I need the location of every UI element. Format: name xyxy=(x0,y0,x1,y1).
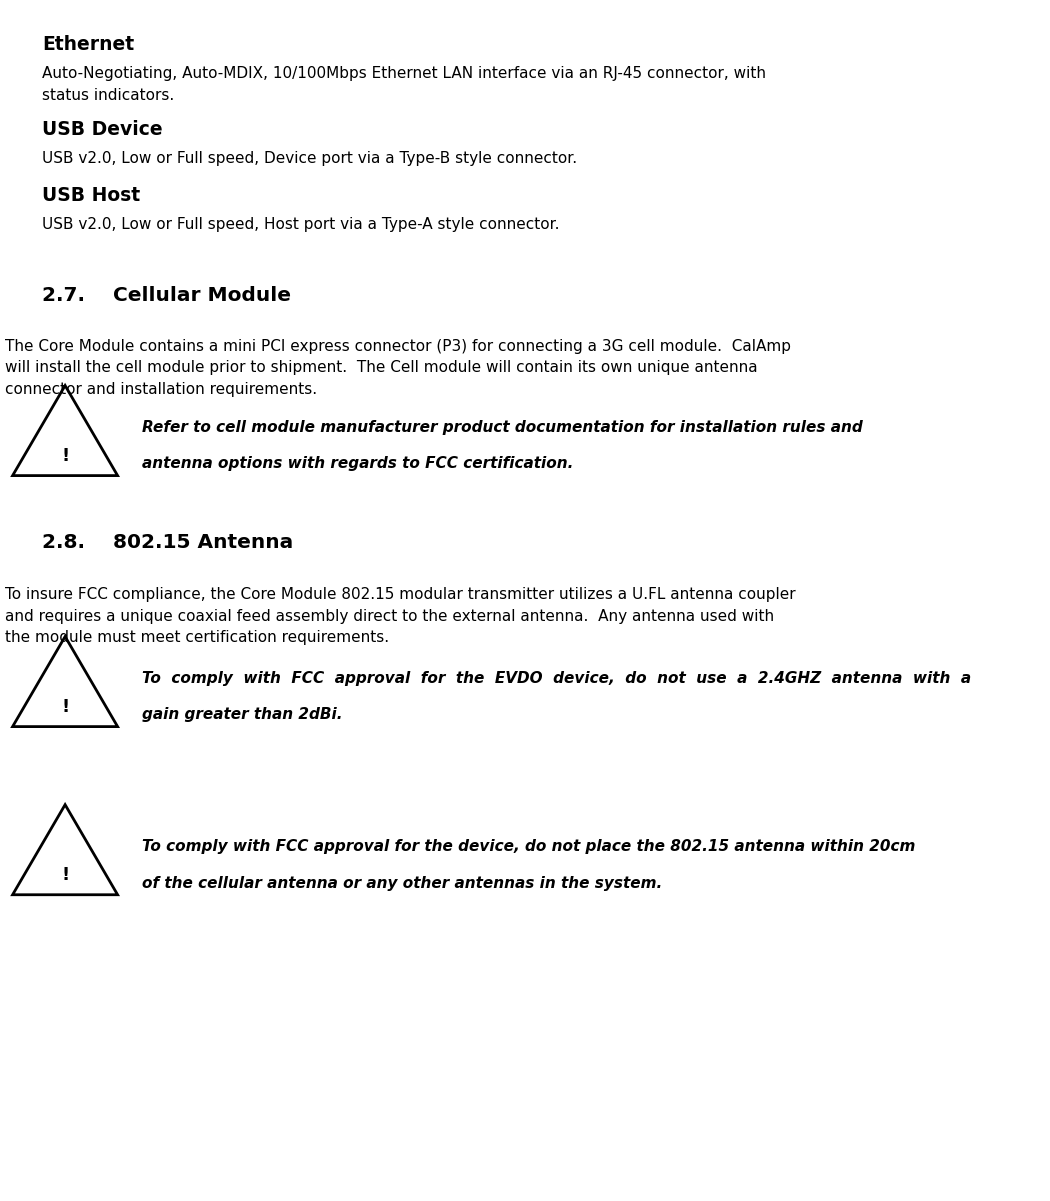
Text: To comply with FCC approval for the device, do not place the 802.15 antenna with: To comply with FCC approval for the devi… xyxy=(142,839,916,854)
Text: To insure FCC compliance, the Core Module 802.15 modular transmitter utilizes a : To insure FCC compliance, the Core Modul… xyxy=(5,587,796,645)
Text: To  comply  with  FCC  approval  for  the  EVDO  device,  do  not  use  a  2.4GH: To comply with FCC approval for the EVDO… xyxy=(142,671,971,686)
Text: Refer to cell module manufacturer product documentation for installation rules a: Refer to cell module manufacturer produc… xyxy=(142,420,862,435)
Text: Ethernet: Ethernet xyxy=(42,35,134,54)
Text: gain greater than 2dBi.: gain greater than 2dBi. xyxy=(142,707,342,722)
Text: USB Host: USB Host xyxy=(42,186,140,205)
Text: 2.7.    Cellular Module: 2.7. Cellular Module xyxy=(42,286,291,305)
Text: of the cellular antenna or any other antennas in the system.: of the cellular antenna or any other ant… xyxy=(142,876,662,890)
Text: The Core Module contains a mini PCI express connector (P3) for connecting a 3G c: The Core Module contains a mini PCI expr… xyxy=(5,339,792,396)
Text: Auto-Negotiating, Auto-MDIX, 10/100Mbps Ethernet LAN interface via an RJ-45 conn: Auto-Negotiating, Auto-MDIX, 10/100Mbps … xyxy=(42,66,766,102)
Text: antenna options with regards to FCC certification.: antenna options with regards to FCC cert… xyxy=(142,456,573,471)
Text: !: ! xyxy=(61,447,69,465)
Text: !: ! xyxy=(61,866,69,884)
Text: 2.8.    802.15 Antenna: 2.8. 802.15 Antenna xyxy=(42,533,293,552)
Text: USB v2.0, Low or Full speed, Host port via a Type-A style connector.: USB v2.0, Low or Full speed, Host port v… xyxy=(42,217,560,232)
Text: USB v2.0, Low or Full speed, Device port via a Type-B style connector.: USB v2.0, Low or Full speed, Device port… xyxy=(42,151,578,166)
Text: !: ! xyxy=(61,698,69,716)
Text: USB Device: USB Device xyxy=(42,120,163,139)
